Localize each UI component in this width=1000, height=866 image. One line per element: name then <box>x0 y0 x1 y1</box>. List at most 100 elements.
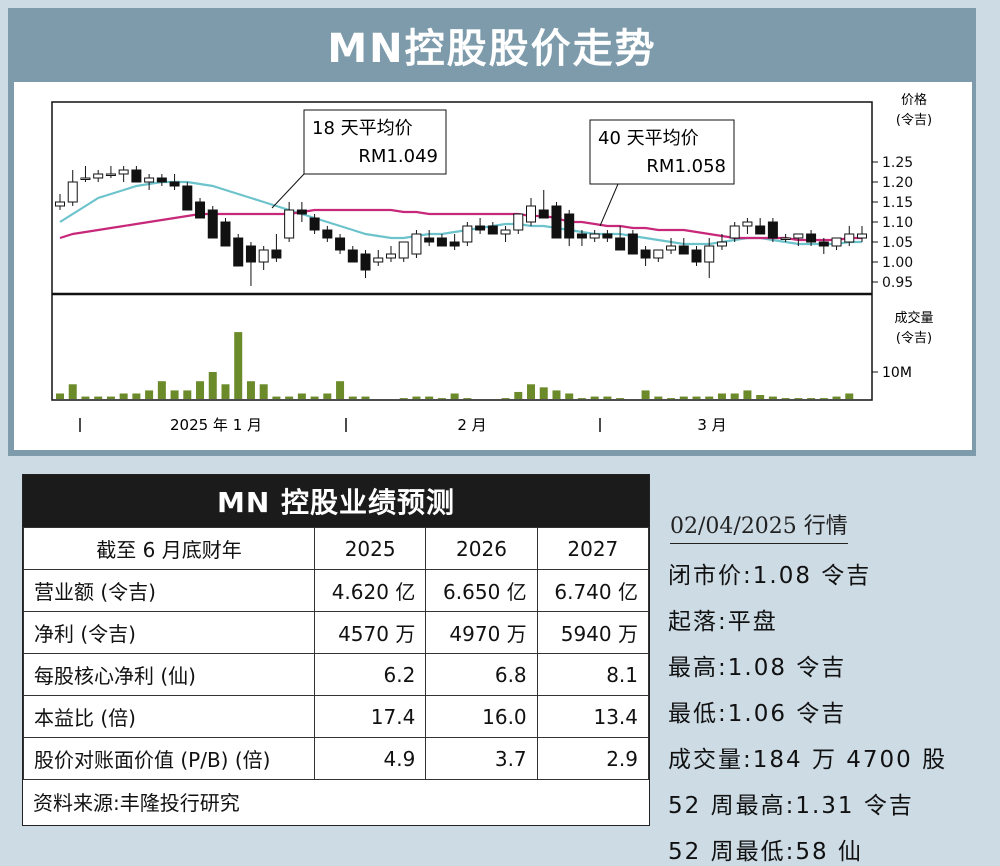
volume-bar <box>514 391 523 399</box>
cell-value: 4570 万 <box>313 611 427 654</box>
volume-bar <box>119 393 128 399</box>
volume-bar <box>807 398 816 399</box>
price-tick-label: 1.10 <box>882 215 913 231</box>
volume-bar <box>221 384 230 399</box>
candle-body <box>857 233 867 239</box>
volume-bar <box>450 393 459 399</box>
candle-body <box>93 173 104 179</box>
candle-body <box>615 237 626 251</box>
volume-bar <box>68 384 77 399</box>
candle-body <box>385 253 396 259</box>
price-tick-label: 0.95 <box>882 275 913 291</box>
volume-bar <box>641 390 650 399</box>
cell-value: 4.9 <box>313 737 427 780</box>
row-label: 股价对账面价值 (P/B) (倍) <box>23 737 315 780</box>
x-axis-label: 2025 年 1 月 <box>170 416 262 434</box>
volume-bar <box>565 393 574 399</box>
cell-value: 6.8 <box>425 653 538 696</box>
volume-bar <box>463 398 472 399</box>
cell-value: 17.4 <box>313 695 427 738</box>
volume-bar <box>336 381 345 399</box>
volume-bar <box>246 381 255 399</box>
candle-body <box>576 233 587 239</box>
volume-bar <box>667 398 676 399</box>
candle-body <box>729 225 740 239</box>
ma40-callout-label: 40 天平均价 <box>598 128 699 149</box>
cell-value: 4970 万 <box>425 611 538 654</box>
volume-bar <box>539 387 548 399</box>
candle-body <box>284 209 295 239</box>
ma40-callout-value: RM1.058 <box>646 156 726 177</box>
candle-body <box>309 217 320 231</box>
candle-body <box>118 169 129 175</box>
volume-bar <box>361 396 370 399</box>
candle-body <box>411 233 422 255</box>
candle-body <box>207 209 218 239</box>
quote-volume: 成交量:184 万 4700 股 <box>668 747 948 773</box>
table-row: 本益比 (倍) 17.4 16.0 13.4 <box>23 695 650 738</box>
volume-bar <box>552 390 561 399</box>
candle-body <box>436 237 447 247</box>
cell-value: 4.620 亿 <box>313 569 427 612</box>
candle-body <box>831 237 842 247</box>
candle-body <box>398 241 409 259</box>
cell-value: 5940 万 <box>536 611 650 654</box>
quote-52w-high: 52 周最高:1.31 令吉 <box>668 793 914 819</box>
x-axis-label: 3 月 <box>697 416 726 434</box>
candle-body <box>844 233 855 243</box>
candle-body <box>500 229 511 235</box>
source-note: 资料来源:丰隆投行研究 <box>33 790 240 815</box>
volume-bar <box>412 396 421 399</box>
candle-body <box>627 233 638 255</box>
candle-body <box>475 225 486 231</box>
volume-bar <box>845 393 854 399</box>
cell-value: 13.4 <box>536 695 650 738</box>
volume-bar <box>717 393 726 399</box>
price-tick-label: 1.15 <box>882 195 913 211</box>
candle-body <box>347 249 358 263</box>
forecast-table: 截至 6 月底财年 2025 2026 2027 营业额 (令吉) 4.620 … <box>23 527 650 780</box>
candle-body <box>144 177 155 183</box>
candle-body <box>322 229 333 239</box>
volume-bar <box>310 396 319 399</box>
volume-bar <box>527 384 536 399</box>
volume-bar <box>501 398 510 399</box>
candle-body <box>271 249 282 259</box>
quote-close: 闭市价:1.08 令吉 <box>668 563 872 589</box>
candle-body <box>767 221 778 239</box>
cell-value: 6.740 亿 <box>536 569 650 612</box>
candle-body <box>716 241 727 247</box>
candle-body <box>335 237 346 251</box>
cell-value: 6.650 亿 <box>425 569 538 612</box>
candle-body <box>513 213 524 231</box>
row-label: 营业额 (令吉) <box>23 569 315 612</box>
candle-body <box>169 181 180 187</box>
volume-bar <box>832 396 841 399</box>
volume-bar <box>259 384 268 399</box>
header-cell: 截至 6 月底财年 <box>23 527 315 570</box>
candle-body <box>182 185 193 211</box>
forecast-title: MN 控股业绩预测 <box>23 475 649 527</box>
volume-bar <box>56 393 64 399</box>
table-row: 净利 (令吉) 4570 万 4970 万 5940 万 <box>23 611 650 654</box>
candle-body <box>780 237 791 240</box>
price-tick-label: 1.25 <box>882 155 913 171</box>
x-axis-label: 2 月 <box>457 416 486 434</box>
candle-body <box>653 249 664 259</box>
candle-body <box>462 225 473 243</box>
candle-body <box>156 177 167 183</box>
candle-body <box>640 249 651 259</box>
candle-body <box>373 257 384 263</box>
volume-bar <box>132 393 141 399</box>
candle-body <box>220 221 231 247</box>
cell-value: 16.0 <box>425 695 538 738</box>
quote-change: 起落:平盘 <box>668 609 778 635</box>
cell-value: 8.1 <box>536 653 650 696</box>
ma40-callout-leader <box>599 183 619 227</box>
volume-bar <box>603 396 612 399</box>
volume-bar <box>756 395 765 399</box>
volume-bar <box>145 390 154 399</box>
title-bar: MN控股股价走势 <box>8 8 976 82</box>
candle-body <box>67 181 78 203</box>
volume-bar <box>616 398 625 399</box>
